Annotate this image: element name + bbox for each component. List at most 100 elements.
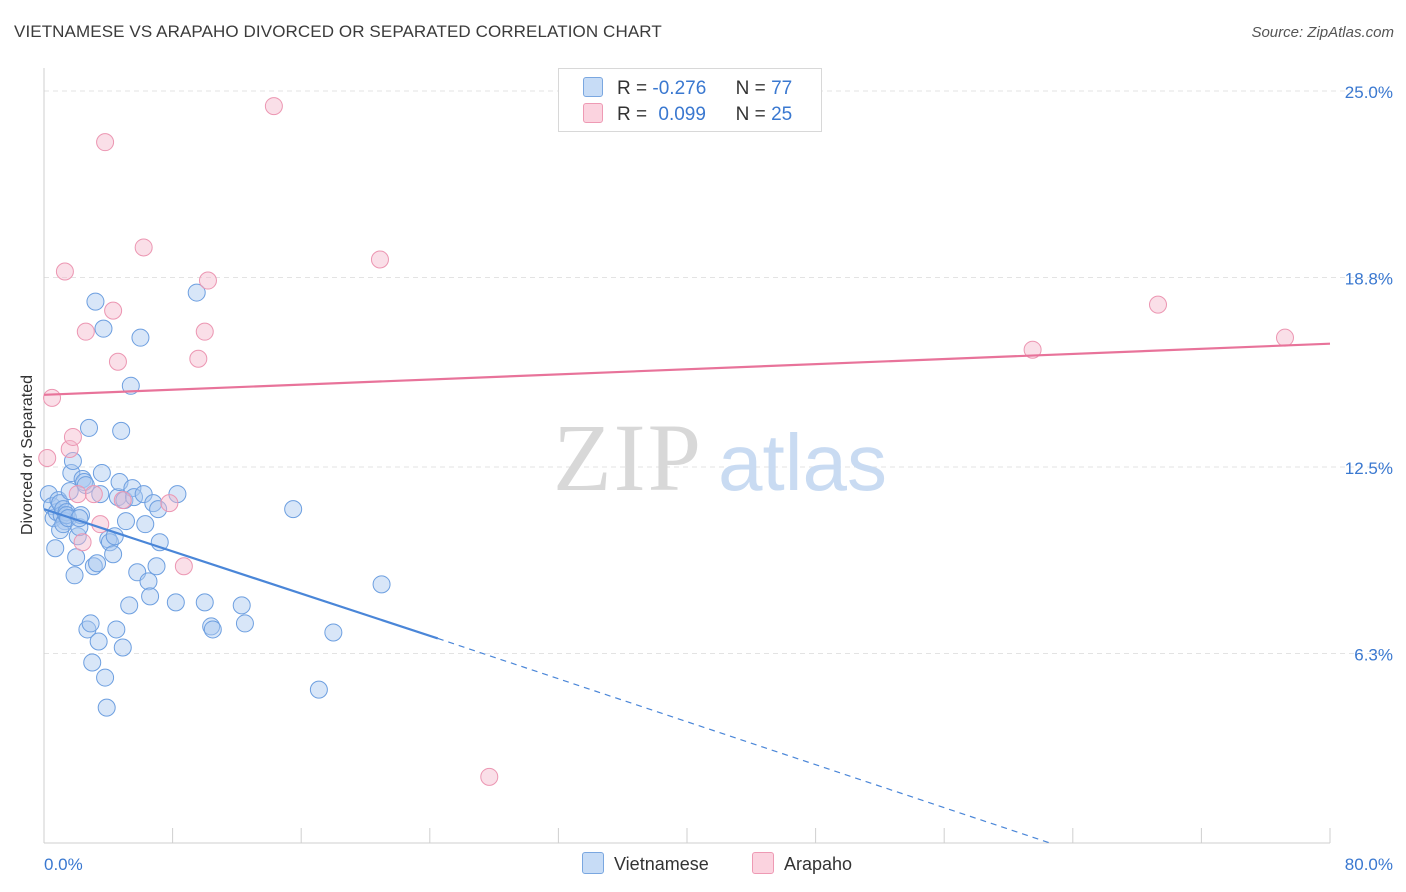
vietnamese-trend-extension — [437, 637, 1051, 844]
arapaho-point — [195, 322, 214, 341]
vietnamese-point — [120, 596, 139, 615]
arapaho-point — [104, 301, 123, 320]
arapaho-point — [189, 349, 208, 368]
vietnamese-point — [92, 464, 111, 483]
vietnamese-point — [84, 557, 103, 576]
series-legend-arapaho: Arapaho — [752, 852, 852, 875]
legend-n-value-arapaho: 25 — [771, 104, 793, 125]
series-legend-vietnamese: Vietnamese — [582, 852, 709, 875]
vietnamese-point — [89, 632, 108, 651]
source-label: Source: ZipAtlas.com — [1251, 24, 1394, 41]
arapaho-point — [76, 322, 95, 341]
y-tick-label: 25.0% — [1345, 83, 1393, 102]
legend-r-label: R = — [617, 78, 648, 99]
vietnamese-point — [46, 539, 65, 558]
x-tick-label: 0.0% — [44, 855, 83, 874]
vietnamese-point — [65, 566, 84, 585]
arapaho-point — [370, 250, 389, 269]
arapaho-trend-line — [43, 342, 1331, 396]
vietnamese-point — [68, 527, 87, 546]
vietnamese-trend-line — [43, 508, 439, 640]
arapaho-point — [134, 238, 153, 257]
legend-swatch-vietnamese — [583, 77, 603, 97]
vietnamese-point — [97, 698, 116, 717]
vietnamese-point — [232, 596, 251, 615]
legend-n-value-vietnamese: 77 — [771, 78, 793, 99]
series-swatch-arapaho — [752, 852, 774, 874]
vietnamese-point — [202, 617, 221, 636]
arapaho-point — [174, 557, 193, 576]
vietnamese-point — [104, 545, 123, 564]
arapaho-point — [38, 448, 57, 467]
vietnamese-point — [284, 500, 303, 519]
arapaho-point — [160, 494, 179, 513]
arapaho-point — [264, 97, 283, 116]
arapaho-point — [60, 439, 79, 458]
vietnamese-point — [88, 554, 107, 573]
legend-swatch-arapaho — [583, 103, 603, 123]
watermark-zip: ZIP — [553, 404, 703, 511]
vietnamese-point — [372, 575, 391, 594]
arapaho-point — [1148, 295, 1167, 314]
correlation-legend: R = -0.276 N = 77 R = 0.099 N = 25 — [558, 68, 822, 132]
vietnamese-point — [134, 485, 153, 504]
vietnamese-point — [113, 638, 132, 657]
vietnamese-point — [100, 533, 119, 552]
vietnamese-point — [116, 512, 135, 531]
vietnamese-point — [67, 548, 86, 567]
vietnamese-point — [83, 653, 102, 672]
arapaho-point — [43, 388, 62, 407]
vietnamese-point — [324, 623, 343, 642]
arapaho-point — [480, 767, 499, 786]
arapaho-point — [198, 271, 217, 290]
vietnamese-point — [80, 418, 99, 437]
legend-r-value-vietnamese: -0.276 — [652, 78, 707, 99]
vietnamese-point — [141, 587, 160, 606]
series-label-arapaho: Arapaho — [784, 854, 853, 874]
vietnamese-point — [195, 593, 214, 612]
vietnamese-point — [125, 488, 144, 507]
vietnamese-point — [203, 620, 222, 639]
vietnamese-point — [86, 292, 105, 311]
vietnamese-point — [139, 572, 158, 591]
vietnamese-point — [149, 500, 168, 519]
vietnamese-point — [147, 557, 166, 576]
arapaho-point — [73, 533, 92, 552]
chart-title: VIETNAMESE VS ARAPAHO DIVORCED OR SEPARA… — [14, 22, 662, 41]
vietnamese-point — [136, 515, 155, 534]
vietnamese-point — [131, 328, 150, 347]
arapaho-point — [84, 485, 103, 504]
arapaho-point — [55, 262, 74, 281]
arapaho-point — [63, 427, 82, 446]
vietnamese-point — [144, 494, 163, 513]
arapaho-point — [108, 352, 127, 371]
arapaho-point — [1023, 340, 1042, 359]
vietnamese-point — [91, 485, 110, 504]
legend-n-label: N = — [735, 104, 766, 125]
vietnamese-point — [63, 452, 82, 471]
legend-row-arapaho: R = 0.099 N = 25 — [583, 103, 792, 125]
arapaho-point — [96, 133, 115, 152]
series-swatch-vietnamese — [582, 852, 604, 874]
series-label-vietnamese: Vietnamese — [614, 854, 709, 874]
vietnamese-point — [81, 614, 100, 633]
vietnamese-point — [107, 620, 126, 639]
y-tick-label: 12.5% — [1345, 459, 1393, 478]
arapaho-point — [113, 491, 132, 510]
vietnamese-point — [235, 614, 254, 633]
arapaho-point — [1275, 328, 1294, 347]
legend-row-vietnamese: R = -0.276 N = 77 — [583, 77, 792, 99]
vietnamese-point — [187, 283, 206, 302]
vietnamese-point — [96, 668, 115, 687]
vietnamese-point — [123, 479, 142, 498]
legend-r-label: R = — [617, 104, 648, 125]
x-tick-label: 80.0% — [1345, 855, 1393, 874]
vietnamese-point — [121, 376, 140, 395]
y-tick-label: 6.3% — [1354, 646, 1393, 665]
legend-r-value-arapaho: 0.099 — [658, 104, 706, 125]
y-tick-label: 18.8% — [1345, 270, 1393, 289]
vietnamese-point — [166, 593, 185, 612]
arapaho-point — [68, 485, 87, 504]
vietnamese-point — [94, 319, 113, 338]
